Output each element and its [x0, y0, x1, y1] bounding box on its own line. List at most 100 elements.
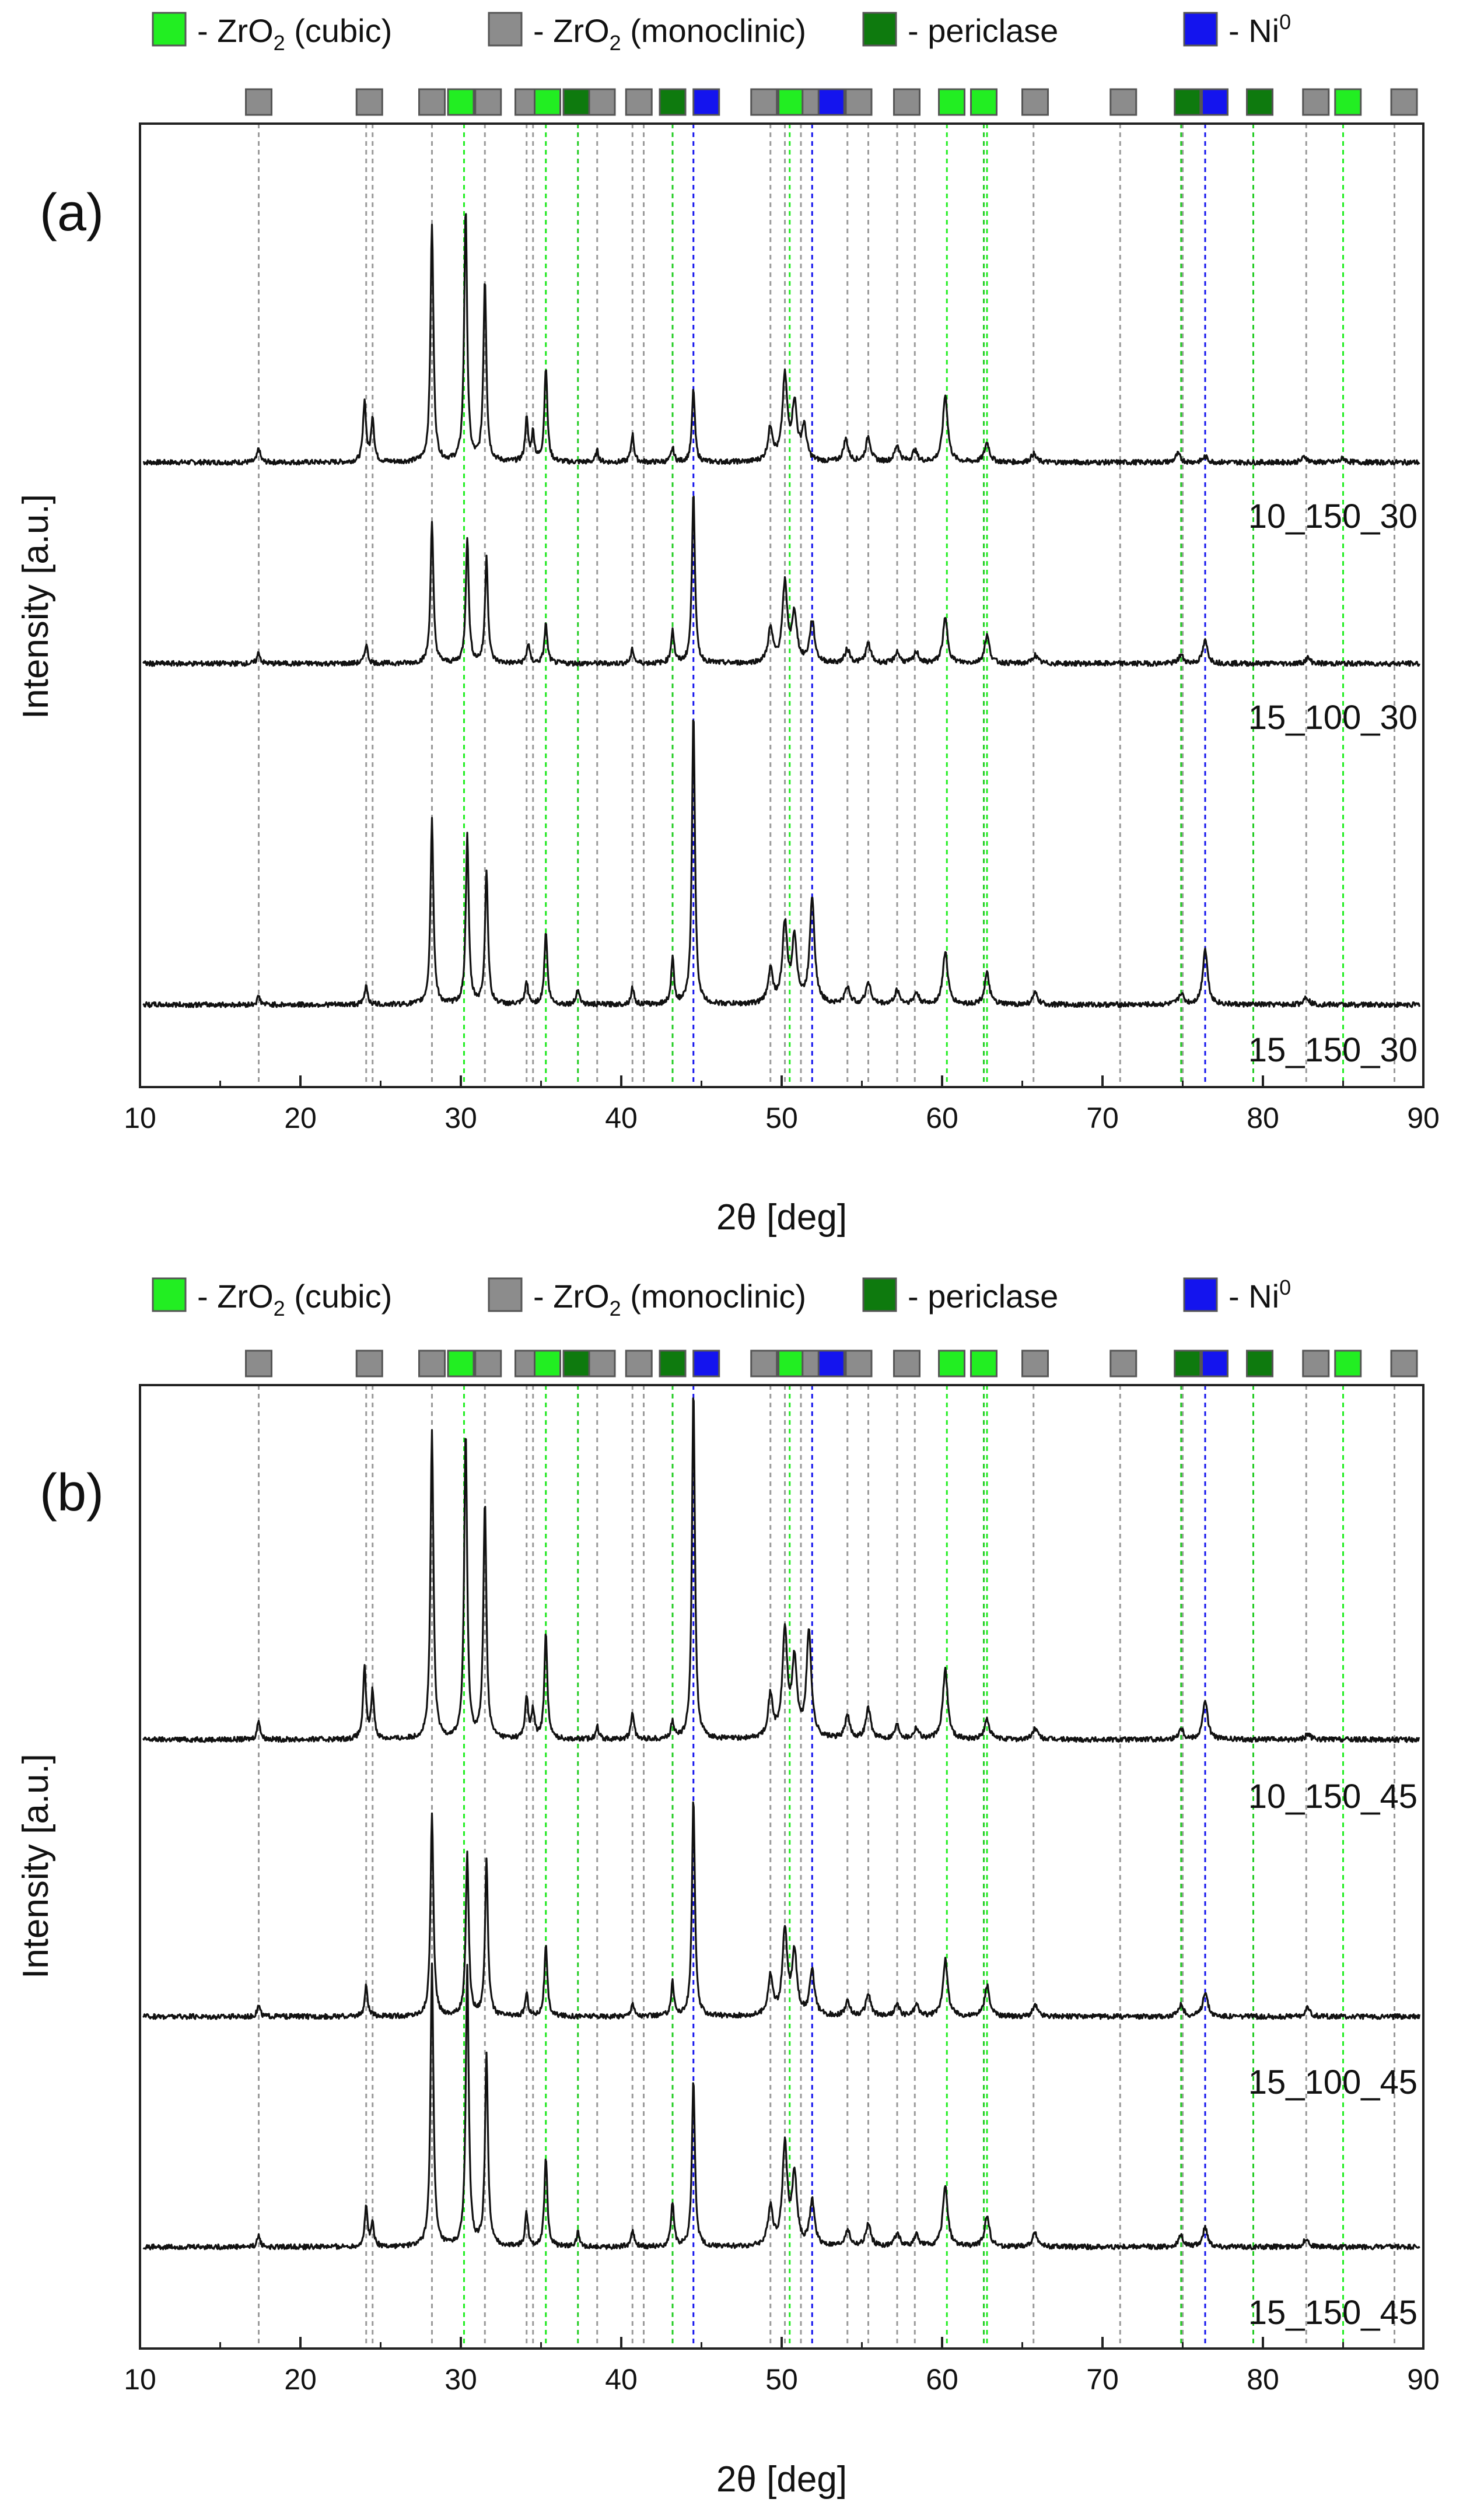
x-tick-label: 50: [765, 1102, 798, 1134]
legend-label-cubic: - ZrO2 (cubic): [197, 12, 392, 55]
diffractogram-15_150_45: [142, 1962, 1420, 2251]
legend-a: - ZrO2 (cubic) - ZrO2 (monoclinic) - per…: [152, 10, 1291, 55]
panel-b-series-label-3: 15_150_45: [1248, 2294, 1418, 2332]
x-tick-label: 40: [605, 2363, 638, 2396]
phase-marker-monoclinic: [245, 88, 272, 116]
phase-marker-monoclinic: [750, 88, 778, 116]
phase-marker-periclase: [1174, 1350, 1202, 1378]
legend-label-cubic: - ZrO2 (cubic): [197, 1278, 392, 1320]
legend-swatch-ni: [1183, 1277, 1218, 1312]
legend-b: - ZrO2 (cubic) - ZrO2 (monoclinic) - per…: [152, 1275, 1291, 1320]
x-tick-label: 30: [444, 1102, 477, 1134]
legend-label-periclase: - periclase: [908, 1278, 1058, 1315]
panel-a-xticks: 10 20 30 40 50 60 70 80 90: [124, 1075, 1440, 1134]
phase-marker-periclase: [1246, 1350, 1273, 1378]
phase-marker-ni: [692, 88, 720, 116]
phase-marker-monoclinic: [1302, 1350, 1330, 1378]
phase-marker-ni: [692, 1350, 720, 1378]
x-tick-label: 20: [284, 1102, 317, 1134]
panel-b-series-label-2: 15_100_45: [1248, 2063, 1418, 2101]
phase-marker-cubic: [534, 1350, 561, 1378]
diffractogram-15_100_45: [142, 1801, 1420, 2020]
phase-marker-monoclinic: [1390, 88, 1418, 116]
phase-marker-cubic: [970, 1350, 998, 1378]
panel-b-traces: [142, 1397, 1420, 2251]
phase-marker-cubic: [778, 88, 805, 116]
panel-a-x-axis-label: 2θ [deg]: [716, 1197, 847, 1238]
phase-marker-monoclinic: [355, 1350, 383, 1378]
panel-a-label: (a): [40, 184, 104, 242]
panel-a: 10 20 30 40 50 60 70 80 90 (a) 10_150_30 15_100_…: [16, 88, 1440, 1238]
panel-b: 10 20 30 40 50 60 70 80 90 (b) 10_150_45 15_100_…: [16, 1350, 1440, 2500]
phase-marker-cubic: [447, 88, 475, 116]
phase-marker-cubic: [938, 88, 965, 116]
phase-marker-monoclinic: [845, 88, 873, 116]
phase-marker-monoclinic: [845, 1350, 873, 1378]
x-tick-label: 50: [765, 2363, 798, 2396]
phase-marker-ni: [1201, 1350, 1228, 1378]
phase-marker-monoclinic: [418, 1350, 446, 1378]
phase-marker-ni: [1201, 88, 1228, 116]
phase-marker-monoclinic: [588, 88, 616, 116]
x-tick-label: 70: [1086, 2363, 1119, 2396]
phase-marker-periclase: [659, 1350, 687, 1378]
panel-a-traces: [142, 213, 1420, 1008]
phase-marker-monoclinic: [893, 88, 921, 116]
phase-marker-ni: [817, 1350, 845, 1378]
phase-marker-periclase: [562, 88, 590, 116]
diffractogram-15_100_30: [142, 495, 1420, 667]
panel-b-xticks: 10 20 30 40 50 60 70 80 90: [124, 2337, 1440, 2396]
phase-marker-monoclinic: [625, 88, 653, 116]
legend-swatch-cubic: [152, 12, 187, 47]
legend-label-ni: - Ni0: [1228, 10, 1291, 49]
phase-marker-monoclinic: [1390, 1350, 1418, 1378]
x-tick-label: 60: [926, 1102, 958, 1134]
phase-marker-cubic: [778, 1350, 805, 1378]
x-tick-label: 10: [124, 2363, 156, 2396]
phase-marker-monoclinic: [588, 1350, 616, 1378]
phase-marker-monoclinic: [418, 88, 446, 116]
panel-b-x-axis-label: 2θ [deg]: [716, 2459, 847, 2500]
legend-swatch-periclase: [862, 12, 897, 47]
phase-marker-monoclinic: [1021, 1350, 1049, 1378]
phase-marker-periclase: [1174, 88, 1202, 116]
panel-a-y-axis-label: Intensity [a.u.]: [16, 494, 56, 719]
legend-label-periclase: - periclase: [908, 12, 1058, 49]
phase-marker-periclase: [659, 88, 687, 116]
panel-a-series-label-3: 15_150_30: [1248, 1031, 1418, 1069]
panel-a-frame: [139, 122, 1424, 1088]
panel-a-markers: [245, 88, 1418, 116]
x-tick-label: 80: [1247, 2363, 1279, 2396]
legend-label-monoclinic: - ZrO2 (monoclinic): [533, 1278, 806, 1320]
panel-b-y-axis-label: Intensity [a.u.]: [16, 1754, 56, 1979]
panel-b-markers: [245, 1350, 1418, 1378]
legend-swatch-periclase: [862, 1277, 897, 1312]
diffractogram-10_150_45: [142, 1397, 1420, 1743]
x-tick-label: 80: [1247, 1102, 1279, 1134]
phase-marker-monoclinic: [1110, 1350, 1138, 1378]
x-tick-label: 90: [1407, 1102, 1440, 1134]
phase-marker-monoclinic: [1302, 88, 1330, 116]
x-tick-label: 40: [605, 1102, 638, 1134]
panel-a-reference-lines: [258, 124, 1395, 1087]
phase-marker-cubic: [447, 1350, 475, 1378]
panel-b-label: (b): [40, 1464, 104, 1522]
diffractogram-10_150_30: [142, 213, 1420, 466]
phase-marker-monoclinic: [474, 88, 502, 116]
phase-marker-periclase: [1246, 88, 1273, 116]
phase-marker-monoclinic: [474, 1350, 502, 1378]
legend-swatch-ni: [1183, 12, 1218, 47]
phase-marker-monoclinic: [245, 1350, 272, 1378]
x-tick-label: 60: [926, 2363, 958, 2396]
legend-label-ni: - Ni0: [1228, 1275, 1291, 1315]
phase-marker-monoclinic: [893, 1350, 921, 1378]
legend-swatch-monoclinic: [488, 1277, 523, 1312]
phase-marker-monoclinic: [1021, 88, 1049, 116]
panel-a-series-label-2: 15_100_30: [1248, 699, 1418, 737]
panel-b-series-label-1: 10_150_45: [1248, 1778, 1418, 1815]
legend-swatch-monoclinic: [488, 12, 523, 47]
panel-b-reference-lines: [258, 1385, 1395, 2349]
x-tick-label: 70: [1086, 1102, 1119, 1134]
phase-marker-cubic: [938, 1350, 965, 1378]
legend-swatch-cubic: [152, 1277, 187, 1312]
